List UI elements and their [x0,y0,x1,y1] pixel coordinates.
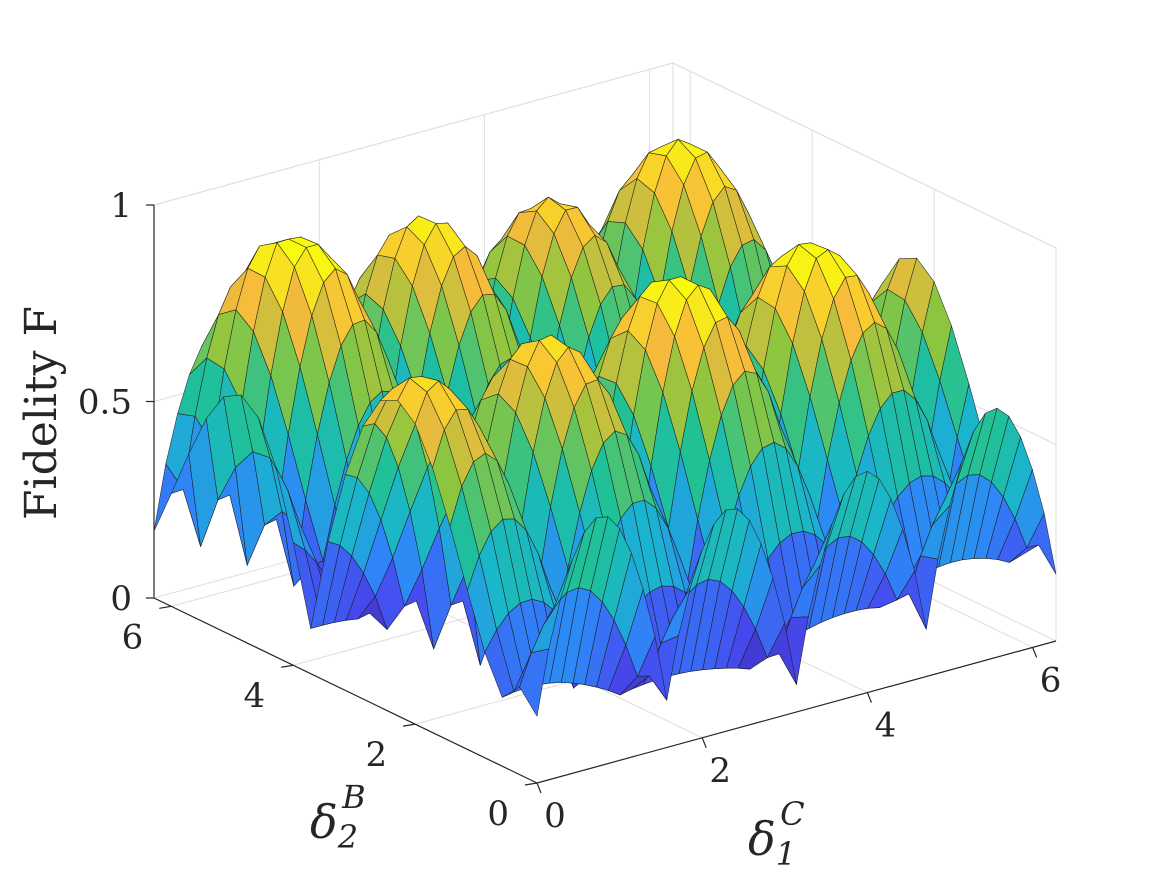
y-axis-line [153,597,538,784]
top-back-edge [153,62,674,206]
z-tick-label: 0.5 [78,383,132,423]
z-axis-title: Fidelity F [16,306,67,520]
x-tick-mark [701,737,707,749]
y-tick-label: 4 [244,676,266,716]
y-tick-mark [281,664,294,668]
x-tick-label: 0 [544,796,566,836]
x-tick-label: 2 [709,751,731,791]
x-axis-line [536,640,1057,784]
z-tick-label: 0 [110,579,132,619]
y-tick-label: 2 [365,735,387,775]
y-tick-label: 0 [487,794,509,834]
y-tick-mark [159,605,172,609]
y-tick-mark [524,782,538,786]
x-tick-mark [866,692,872,703]
y-tick-mark [402,723,416,727]
surface-patch [519,648,550,718]
x-tick-mark [1032,647,1038,658]
z-axis-title-text: Fidelity F [16,306,67,520]
y-axis-title-text: δ2B [310,778,366,856]
y-axis-title: δ2B [310,778,366,856]
surface-layer [153,138,1057,718]
z-tick-label: 1 [110,186,132,226]
x-tick-mark [536,782,542,794]
x-tick-label: 4 [875,706,897,746]
x-axis-title-text: δ1C [748,795,805,873]
top-side-edge [672,62,1057,249]
y-tick-label: 6 [122,617,144,657]
x-axis-title: δ1C [748,795,805,873]
x-tick-label: 6 [1040,660,1062,700]
